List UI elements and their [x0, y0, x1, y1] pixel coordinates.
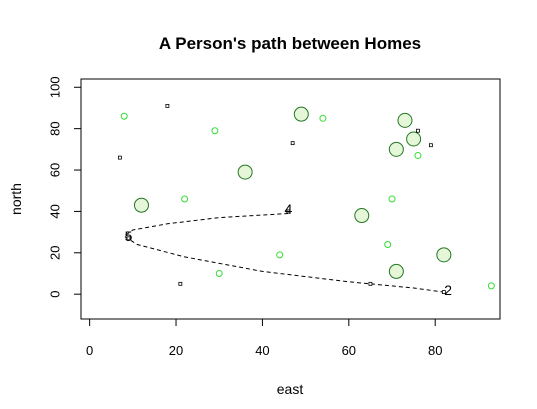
path-line — [123, 213, 444, 293]
small-point — [319, 114, 327, 122]
small-point — [215, 269, 223, 277]
y-tick-label: 80 — [48, 121, 63, 135]
small-point — [487, 282, 495, 290]
path-point-label: 4 — [284, 201, 292, 217]
large-point — [388, 141, 404, 157]
y-tick-label: 60 — [48, 163, 63, 177]
path-point-label: 2 — [444, 282, 452, 298]
x-tick-label: 60 — [342, 343, 356, 358]
small-points-series — [120, 112, 495, 290]
large-point — [237, 164, 253, 180]
square-point — [165, 103, 170, 108]
x-tick-label: 80 — [428, 343, 442, 358]
square-point — [117, 155, 122, 160]
large-point — [388, 263, 404, 279]
square-point — [178, 281, 183, 286]
large-point — [436, 247, 452, 263]
y-tick-label: 100 — [48, 76, 63, 98]
x-axis-label: east — [277, 381, 304, 397]
large-points-series — [133, 106, 452, 279]
x-tick-label: 40 — [255, 343, 269, 358]
path-series — [123, 213, 444, 293]
square-point — [368, 281, 373, 286]
y-tick-label: 40 — [48, 204, 63, 218]
path-labels: 4 5 2 — [125, 201, 453, 298]
y-tick-label: 0 — [48, 291, 63, 298]
small-point — [276, 251, 284, 259]
small-point — [414, 152, 422, 160]
square-points-series — [117, 103, 446, 295]
square-point — [428, 143, 433, 148]
y-axis: 0 20 40 60 80 100 — [48, 76, 82, 298]
square-point — [416, 128, 420, 133]
small-point — [384, 241, 392, 249]
square-point — [290, 141, 295, 146]
large-point — [133, 197, 149, 213]
y-axis-label: north — [8, 183, 24, 215]
small-point — [181, 195, 189, 203]
large-point — [397, 112, 413, 128]
large-point — [293, 106, 309, 122]
small-point — [120, 112, 128, 120]
square-point — [441, 290, 446, 295]
large-point — [406, 131, 422, 147]
small-point — [388, 195, 396, 203]
square-point — [126, 236, 131, 241]
x-tick-label: 20 — [169, 343, 183, 358]
chart-title: A Person's path between Homes — [159, 34, 421, 53]
x-axis: 0 20 40 60 80 — [86, 318, 442, 358]
x-tick-label: 0 — [86, 343, 93, 358]
large-point — [354, 208, 370, 224]
square-point — [286, 209, 291, 214]
path-point-label: 5 — [125, 228, 133, 244]
small-point — [211, 127, 219, 135]
y-tick-label: 20 — [48, 246, 63, 260]
